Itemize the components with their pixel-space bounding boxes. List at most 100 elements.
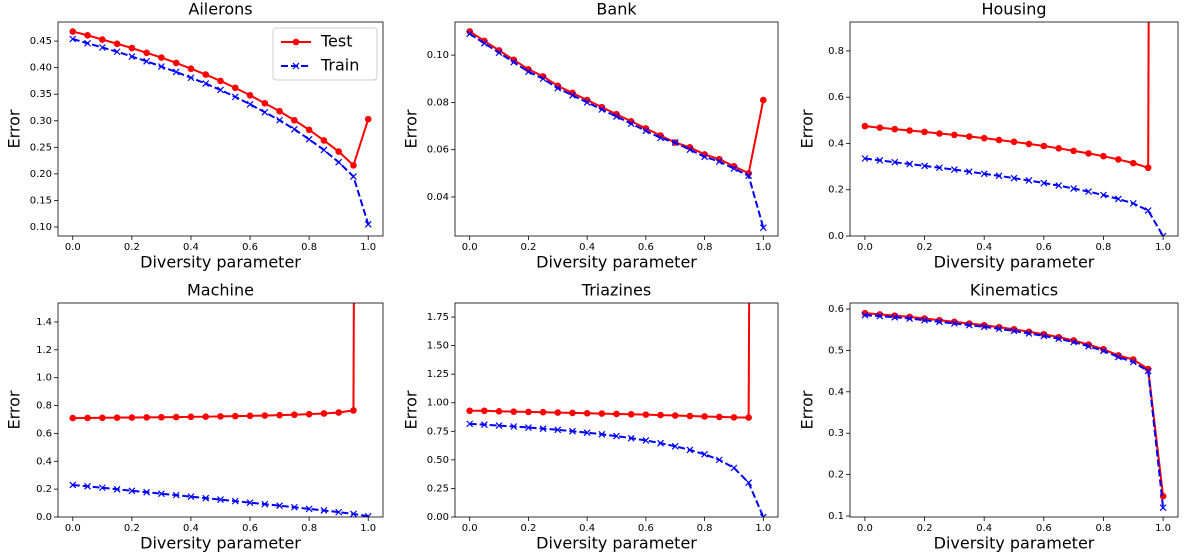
marker	[466, 28, 473, 35]
marker	[1159, 232, 1167, 236]
x-tick-label: 0.0	[65, 523, 81, 534]
y-tick-label: 0.8	[36, 401, 52, 412]
x-tick-label: 0.6	[242, 523, 258, 534]
marker	[143, 49, 150, 57]
marker	[350, 162, 357, 169]
marker	[554, 84, 562, 92]
y-tick-label: 0.3	[828, 428, 844, 439]
y-tick-label: 0.1	[828, 511, 844, 522]
marker	[231, 497, 239, 505]
x-tick-label: 0.4	[976, 523, 992, 534]
marker	[84, 414, 91, 422]
marker	[246, 499, 254, 507]
x-tick-label: 0.6	[638, 242, 654, 253]
x-tick-label: 0.2	[124, 242, 140, 253]
y-axis-label: Error	[798, 109, 817, 148]
x-axis-label: Diversity parameter	[934, 253, 1095, 272]
marker	[701, 153, 709, 161]
marker	[627, 434, 635, 442]
y-tick-label: 0.2	[36, 484, 52, 495]
plot-area	[466, 303, 767, 517]
marker	[1144, 367, 1152, 375]
y-tick-label: 0.35	[30, 89, 52, 100]
marker	[128, 487, 136, 495]
marker	[965, 321, 973, 329]
marker	[1055, 145, 1063, 152]
series-line	[864, 314, 1165, 508]
marker	[217, 413, 224, 420]
y-tick-label: 0.08	[427, 97, 449, 108]
marker	[1159, 504, 1167, 512]
marker	[980, 323, 988, 331]
y-tick-label: 0.2	[828, 470, 844, 481]
legend: Test Train	[272, 27, 378, 81]
marker	[861, 311, 869, 319]
y-tick-label: 1.75	[427, 312, 449, 323]
marker	[861, 155, 869, 162]
legend-label: Train	[320, 56, 359, 75]
marker	[290, 125, 298, 133]
x-tick-label: 0.4	[183, 242, 199, 253]
marker	[891, 313, 899, 321]
marker	[554, 409, 562, 416]
marker	[98, 44, 106, 51]
y-tick-label: 0.6	[828, 92, 844, 103]
y-tick-label: 0.15	[30, 195, 52, 206]
x-tick-label: 0.4	[183, 523, 199, 534]
marker	[921, 162, 928, 170]
marker	[950, 166, 958, 174]
marker	[495, 422, 503, 430]
marker	[84, 31, 91, 39]
marker	[128, 414, 136, 421]
marker	[995, 325, 1003, 333]
marker	[906, 315, 914, 322]
marker	[335, 508, 343, 516]
x-tick-label: 1.0	[755, 242, 771, 253]
marker	[715, 158, 723, 165]
marker	[202, 494, 210, 502]
marker	[995, 136, 1003, 144]
subplot: Machine Diversity parameter Error 0.0 0.2 0.4…	[5, 281, 384, 553]
marker	[364, 220, 372, 228]
series-line	[864, 312, 1165, 497]
marker	[69, 481, 77, 489]
x-tick-label: 0.2	[917, 242, 933, 253]
y-tick-label: 0.20	[30, 169, 52, 180]
marker	[143, 488, 151, 496]
marker	[1070, 147, 1077, 155]
marker	[569, 409, 576, 417]
y-axis-label: Error	[798, 390, 817, 429]
marker	[143, 414, 150, 421]
marker	[350, 407, 357, 414]
subplot: Ailerons Diversity parameter Error 0.0 0.2 0.…	[5, 0, 384, 272]
marker	[1144, 365, 1152, 373]
x-tick-label: 0.4	[579, 523, 595, 534]
marker	[657, 439, 664, 447]
marker	[84, 482, 91, 490]
marker	[291, 411, 298, 419]
y-tick-label: 0.10	[427, 50, 449, 61]
marker	[1144, 207, 1152, 214]
y-tick-label: 0.0	[828, 231, 844, 242]
y-tick-label: 0.45	[30, 36, 52, 47]
marker	[583, 98, 591, 106]
marker	[730, 165, 738, 173]
marker	[1114, 195, 1122, 203]
marker	[936, 130, 943, 137]
marker	[350, 173, 357, 180]
plot-area	[861, 22, 1167, 236]
y-tick-label: 1.2	[36, 345, 52, 356]
x-tick-label: 0.8	[1096, 242, 1112, 253]
marker	[730, 464, 738, 472]
marker	[539, 408, 547, 416]
x-tick-label: 0.0	[65, 242, 81, 253]
marker	[481, 407, 488, 415]
marker	[510, 408, 518, 415]
marker	[936, 164, 943, 172]
marker	[1025, 177, 1033, 184]
marker	[950, 320, 958, 327]
marker	[157, 63, 165, 71]
subplot: Bank Diversity parameter Error 0.0 0.2 0.4 0.6…	[402, 0, 779, 272]
marker	[657, 134, 664, 142]
marker	[305, 135, 313, 143]
